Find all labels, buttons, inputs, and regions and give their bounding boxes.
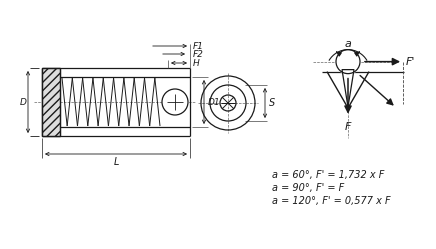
Circle shape <box>335 49 361 75</box>
Text: F': F' <box>406 57 416 67</box>
Text: a = 120°, F' = 0,577 x F: a = 120°, F' = 0,577 x F <box>272 196 391 206</box>
Text: a = 90°, F' = F: a = 90°, F' = F <box>272 183 344 193</box>
Text: F1: F1 <box>193 42 204 51</box>
Bar <box>42 68 60 136</box>
Text: H: H <box>193 59 200 67</box>
Text: S: S <box>269 98 275 108</box>
Circle shape <box>162 89 188 115</box>
Polygon shape <box>342 70 354 107</box>
Text: F2: F2 <box>193 50 204 59</box>
Bar <box>42 68 190 136</box>
Text: D: D <box>20 98 27 107</box>
Circle shape <box>199 74 257 132</box>
Text: F: F <box>345 122 351 132</box>
Text: a = 60°, F' = 1,732 x F: a = 60°, F' = 1,732 x F <box>272 170 385 180</box>
Text: L: L <box>113 157 119 167</box>
Text: D1: D1 <box>208 98 221 107</box>
Text: a: a <box>344 39 351 49</box>
